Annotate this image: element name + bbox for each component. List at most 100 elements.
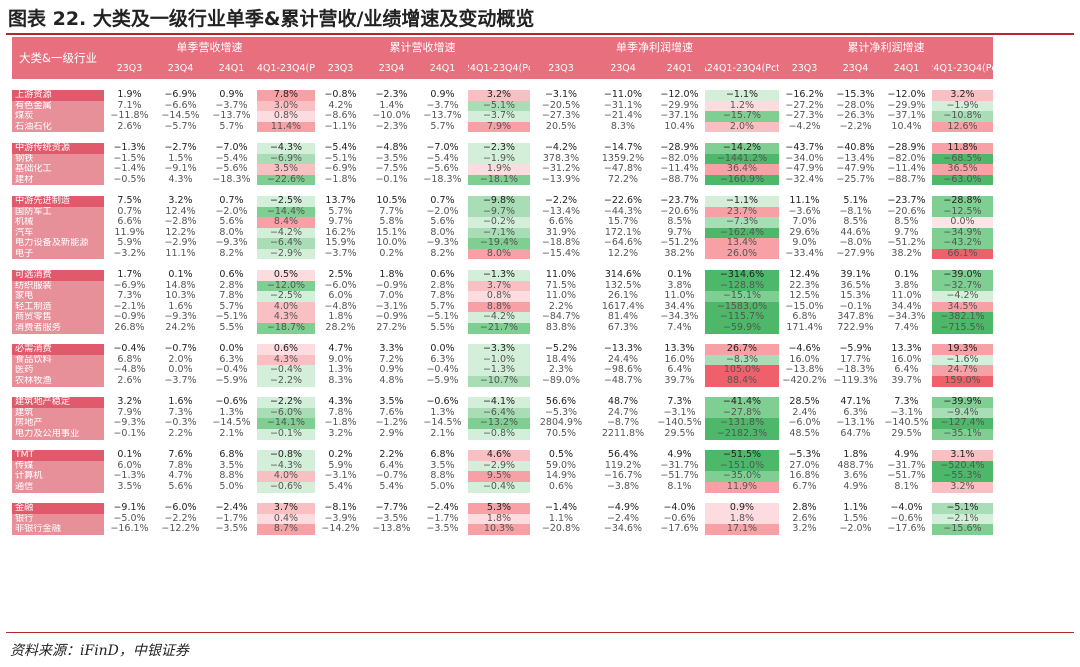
cell-5-1-4: 7.8% (328, 407, 353, 418)
cell-3-4-2: −5.1% (215, 312, 248, 323)
cell-1-1-9: 1359.2% (601, 153, 645, 164)
cell-3-1-8: 71.5% (545, 280, 577, 291)
row-label-0-3: 石油石化 (12, 121, 104, 133)
row-label-6-1: 传媒 (12, 460, 104, 472)
row-label-7-0: 金融 (12, 503, 104, 514)
cell-2-5-10: 38.2% (664, 248, 695, 259)
cell-6-2-5: −0.7% (375, 471, 408, 482)
cell-7-1-2: −1.7% (215, 513, 248, 524)
cell-4-3-7: −10.7% (468, 376, 530, 387)
cell-6-0-12: −5.3% (788, 450, 821, 461)
cell-2-2-15: 0.0% (932, 217, 993, 228)
row-label-3-3: 轻工制造 (12, 301, 104, 313)
cell-5-0-0: 3.2% (117, 397, 142, 408)
cell-0-3-15: 12.6% (932, 121, 993, 133)
cell-3-1-7: 3.7% (468, 280, 530, 292)
cell-5-0-13: 47.1% (840, 397, 871, 408)
cell-3-2-11: −15.1% (705, 291, 779, 302)
row-label-5-2: 房地产 (12, 418, 104, 429)
cell-7-1-11: 1.8% (705, 513, 779, 525)
cell-4-3-1: −3.7% (164, 376, 197, 386)
cell-4-2-6: −0.4% (426, 365, 459, 376)
cell-7-2-6: −3.5% (426, 524, 459, 535)
cell-5-0-5: 3.5% (379, 397, 404, 408)
cell-0-1-3: 3.0% (257, 100, 315, 112)
cell-7-2-1: −12.2% (161, 524, 200, 535)
cell-5-2-8: 2804.9% (539, 418, 583, 429)
cell-3-5-15: −715.5% (932, 323, 993, 334)
cell-0-1-13: −28.0% (836, 100, 875, 111)
cell-0-3-8: 20.5% (545, 121, 577, 132)
cell-1-0-4: −5.4% (324, 142, 357, 153)
cell-5-1-11: −27.8% (705, 407, 779, 419)
cell-1-3-1: 4.3% (168, 174, 193, 185)
cell-1-1-0: −1.5% (113, 153, 146, 164)
cell-2-4-3: −6.4% (257, 238, 315, 249)
cell-4-1-11: −8.3% (705, 354, 779, 366)
header-subcol: 23Q3 (315, 58, 366, 80)
cell-7-2-2: −3.5% (215, 524, 248, 535)
cell-0-1-8: −20.5% (541, 100, 581, 111)
cell-0-2-9: −21.4% (603, 111, 643, 122)
cell-4-1-8: 18.4% (545, 354, 577, 365)
cell-2-5-8: −15.4% (541, 248, 581, 259)
cell-5-1-1: 7.3% (168, 407, 193, 418)
cell-5-1-10: −3.1% (663, 407, 696, 418)
cell-4-3-9: −48.7% (603, 376, 643, 386)
cell-5-2-15: −127.4% (932, 418, 993, 429)
cell-2-1-15: −12.5% (932, 206, 993, 218)
cell-3-2-14: 11.0% (891, 291, 922, 302)
cell-3-3-6: 5.7% (430, 301, 455, 312)
cell-2-3-13: 44.6% (840, 227, 871, 238)
cell-0-0-8: −3.1% (544, 89, 578, 100)
header-group: 累计净利润增速 (779, 37, 993, 59)
row-label-4-1: 食品饮料 (12, 354, 104, 366)
cell-5-1-12: 2.4% (792, 407, 817, 418)
cell-2-0-8: −2.2% (544, 195, 578, 206)
cell-1-1-8: 378.3% (542, 153, 580, 164)
cell-2-5-15: 66.1% (932, 248, 993, 260)
cell-3-2-6: 7.8% (430, 291, 455, 302)
cell-1-3-15: −63.0% (932, 174, 993, 186)
cell-6-2-13: 3.6% (843, 471, 868, 482)
cell-6-3-7: −0.4% (468, 481, 530, 493)
cell-4-1-5: 7.2% (379, 354, 404, 365)
cell-0-2-6: −13.7% (423, 111, 462, 122)
title-rule (6, 33, 1074, 35)
cell-0-2-2: −13.7% (212, 111, 251, 122)
cell-4-2-1: 0.0% (168, 365, 193, 376)
cell-2-5-6: 8.2% (430, 248, 455, 259)
cell-6-0-0: 0.1% (117, 450, 142, 461)
cell-2-3-2: 8.0% (219, 227, 244, 238)
cell-2-3-5: 15.1% (376, 227, 407, 238)
cell-7-2-0: −16.1% (110, 524, 149, 535)
cell-2-4-0: 5.9% (117, 238, 142, 249)
cell-7-1-13: 1.5% (843, 513, 868, 524)
header-subcol: 24Q1 (654, 58, 705, 80)
cell-7-0-9: −4.9% (606, 503, 640, 514)
cell-7-2-7: 10.3% (468, 524, 530, 535)
cell-4-2-0: −4.8% (113, 365, 146, 376)
cell-5-2-9: −8.7% (606, 418, 640, 429)
cell-7-0-4: −8.1% (324, 503, 357, 514)
cell-3-5-10: 7.4% (667, 323, 692, 334)
cell-6-3-4: 5.4% (328, 481, 353, 492)
cell-5-0-7: −4.1% (468, 397, 530, 408)
cell-6-1-9: 119.2% (604, 460, 642, 471)
cell-0-1-12: −27.2% (785, 100, 824, 111)
cell-3-0-8: 11.0% (545, 270, 577, 281)
cell-6-2-10: −51.7% (660, 471, 699, 482)
cell-2-2-2: 5.6% (219, 217, 244, 228)
cell-5-2-5: −1.2% (375, 418, 408, 429)
cell-3-3-0: −2.1% (113, 301, 146, 312)
cell-2-1-1: 12.4% (165, 206, 196, 217)
cell-3-3-8: 2.2% (548, 301, 574, 312)
cell-6-3-9: −3.8% (606, 481, 640, 492)
cell-6-2-8: 14.9% (545, 471, 577, 482)
cell-3-3-7: 8.8% (468, 301, 530, 313)
cell-1-1-4: −5.1% (324, 153, 357, 164)
cell-7-1-0: −5.0% (113, 513, 146, 524)
cell-2-0-4: 13.7% (325, 195, 356, 206)
cell-6-2-14: −51.7% (887, 471, 926, 482)
cell-0-2-8: −27.3% (541, 111, 581, 122)
